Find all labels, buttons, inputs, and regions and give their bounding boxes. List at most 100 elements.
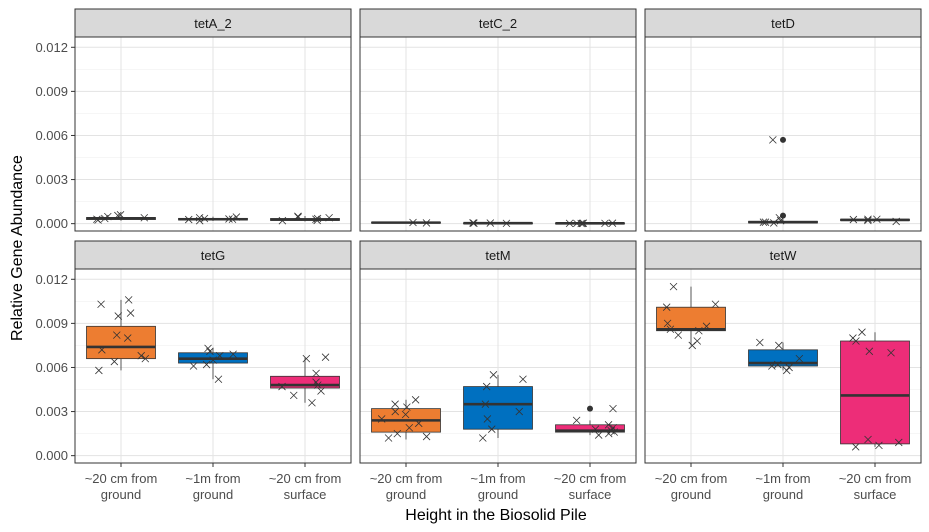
x-tick-label-line: ~20 cm from <box>269 471 342 486</box>
data-point <box>114 312 123 320</box>
y-axis-title: Relative Gene Abundance <box>9 155 26 341</box>
data-point <box>864 215 872 224</box>
x-axis-title: Height in the Biosolid Pile <box>405 507 587 524</box>
data-point <box>124 296 133 304</box>
data-point <box>601 219 609 228</box>
data-point <box>202 360 211 369</box>
facet-strip-label: tetG <box>201 248 226 263</box>
data-point <box>101 214 109 223</box>
facet-strip <box>74 8 352 38</box>
data-point <box>225 215 233 223</box>
y-tick-label: 0.009 <box>35 316 68 331</box>
data-point <box>489 371 498 379</box>
data-point <box>195 216 204 225</box>
x-tick-label: ~20 cm from ground <box>370 471 443 502</box>
facet-panel-tetm: tetM~20 cm from ground~1m from ground~20 c… <box>359 240 637 502</box>
panel-border <box>74 36 352 232</box>
data-point <box>479 434 487 442</box>
box <box>555 424 625 433</box>
data-point <box>228 215 237 224</box>
y-tick-label: 0.003 <box>35 404 68 419</box>
data-point <box>184 215 193 224</box>
data-point <box>759 218 768 226</box>
data-point <box>189 362 198 370</box>
data-point <box>321 353 330 361</box>
data-point <box>141 354 150 363</box>
facet-strip-label: tetD <box>771 16 795 31</box>
data-point <box>206 347 214 356</box>
panel-border <box>644 36 922 232</box>
data-point <box>604 429 613 438</box>
facet-panel-tetd: tetD <box>644 8 922 232</box>
x-tick-label-line: ~20 cm from <box>370 471 443 486</box>
data-point <box>669 282 678 291</box>
data-point <box>565 219 574 228</box>
data-point <box>577 219 585 228</box>
data-point <box>769 219 778 227</box>
data-point <box>278 216 287 225</box>
data-point <box>849 215 858 224</box>
data-point <box>97 300 105 309</box>
box <box>656 306 726 332</box>
x-tick-label: ~20 cm from ground <box>655 471 728 502</box>
box <box>86 325 156 360</box>
data-point <box>688 341 697 350</box>
data-point <box>711 300 720 309</box>
data-point <box>482 382 491 391</box>
data-point <box>594 431 603 439</box>
data-point <box>610 428 618 436</box>
data-point <box>113 331 121 339</box>
data-point <box>422 219 431 227</box>
x-tick-label: ~1m from ground <box>470 471 525 502</box>
data-point <box>405 423 414 432</box>
data-point <box>313 214 322 223</box>
data-point <box>609 404 617 413</box>
data-point <box>756 338 764 347</box>
data-point <box>393 429 402 438</box>
data-point <box>403 403 411 411</box>
data-point <box>302 354 311 363</box>
data-point <box>294 212 302 221</box>
data-point <box>414 419 423 428</box>
data-point <box>325 213 333 222</box>
data-point <box>110 357 119 366</box>
facet-panel-tetc-2: tetC_2 <box>359 8 637 232</box>
outlier-point <box>780 136 786 143</box>
x-tick-label-line: ~20 cm from <box>655 471 728 486</box>
data-point <box>313 216 321 225</box>
facet-panel-tetg: tetG 0.000 0.003 0.006 0.009 0.012 ~20 cm from… <box>35 240 352 502</box>
data-point <box>123 334 132 342</box>
box <box>270 375 340 389</box>
x-tick-label-line: surface <box>854 487 897 502</box>
data-point <box>377 415 386 423</box>
y-tick-label: 0.012 <box>35 40 68 55</box>
facet-strip-label: tetC_2 <box>479 16 517 31</box>
y-tick-label: 0.000 <box>35 448 68 463</box>
y-tick-label: 0.012 <box>35 272 68 287</box>
x-tick-label-line: ~20 cm from <box>839 471 912 486</box>
data-point <box>892 217 900 226</box>
data-point <box>140 213 149 222</box>
x-tick-label-line: surface <box>284 487 327 502</box>
data-point <box>116 211 125 219</box>
data-point <box>317 387 325 395</box>
data-point <box>314 381 322 389</box>
x-tick-label-line: ~20 cm from <box>554 471 627 486</box>
data-point <box>215 351 224 360</box>
x-tick-label: ~1m from ground <box>185 471 240 502</box>
data-point <box>851 443 860 451</box>
x-tick-label-line: ~1m from <box>470 471 525 486</box>
data-point <box>470 219 478 227</box>
x-tick-label-line: ground <box>671 487 711 502</box>
data-point <box>481 400 490 408</box>
data-point <box>229 350 237 359</box>
data-point <box>483 415 492 423</box>
data-point <box>776 216 785 225</box>
data-point <box>865 347 874 356</box>
data-point <box>114 211 122 220</box>
data-point <box>308 398 316 407</box>
data-point <box>515 407 524 416</box>
x-tick-label-line: surface <box>569 487 612 502</box>
